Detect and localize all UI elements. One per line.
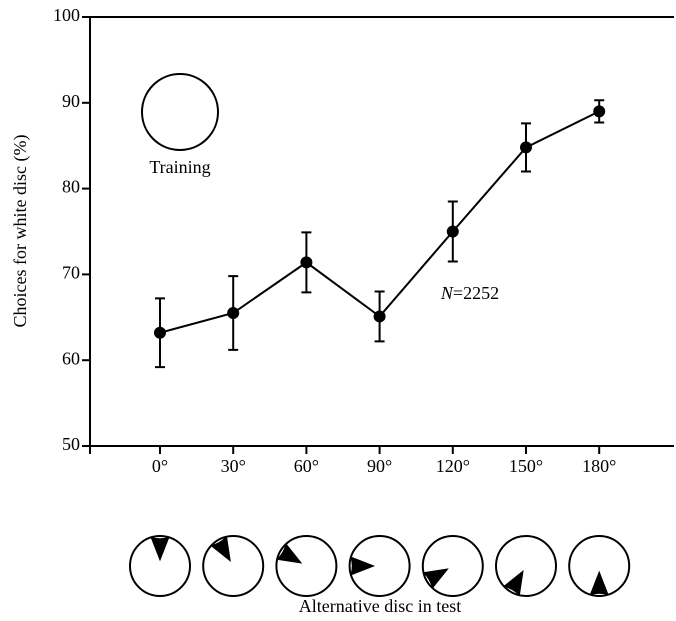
y-tick-label: 50 (62, 434, 80, 454)
y-axis-label: Choices for white disc (%) (10, 135, 31, 328)
data-point (227, 307, 240, 320)
disc-wedge (350, 556, 375, 576)
y-tick-label: 70 (62, 263, 80, 283)
disc-icon (348, 535, 411, 597)
disc-wedge (210, 535, 231, 562)
disc-wedge (276, 542, 303, 564)
y-tick-label: 90 (62, 91, 80, 111)
data-point (300, 256, 313, 269)
x-tick-label: 60° (294, 456, 319, 476)
disc-icon (568, 535, 631, 597)
disc-wedge (589, 570, 609, 596)
disc-wedge (150, 536, 170, 562)
data-point (154, 326, 166, 339)
data-point (373, 310, 386, 323)
x-tick-label: 30° (221, 456, 246, 476)
x-tick-label: 120° (436, 456, 470, 476)
inset-label: Training (149, 157, 210, 177)
x-tick-label: 90° (367, 456, 392, 476)
disc-wedge (502, 570, 524, 597)
disc-wedge (422, 568, 449, 590)
y-tick-label: 80 (62, 177, 80, 197)
x-tick-label: 180° (582, 456, 616, 476)
y-tick-label: 100 (53, 5, 80, 25)
data-point (593, 105, 606, 118)
disc-icon (275, 535, 338, 597)
x-tick-label: 0° (152, 456, 168, 476)
annotation: N=2252 (440, 283, 499, 303)
training-disc (141, 73, 219, 151)
data-point (446, 225, 459, 238)
disc-icon (421, 535, 484, 597)
disc-icon (129, 535, 191, 597)
disc-icon (202, 535, 265, 597)
x-axis-label: Alternative disc in test (299, 596, 461, 616)
x-tick-label: 150° (509, 456, 543, 476)
y-tick-label: 60 (62, 348, 80, 368)
disc-icon (495, 535, 557, 597)
data-point (520, 141, 532, 154)
